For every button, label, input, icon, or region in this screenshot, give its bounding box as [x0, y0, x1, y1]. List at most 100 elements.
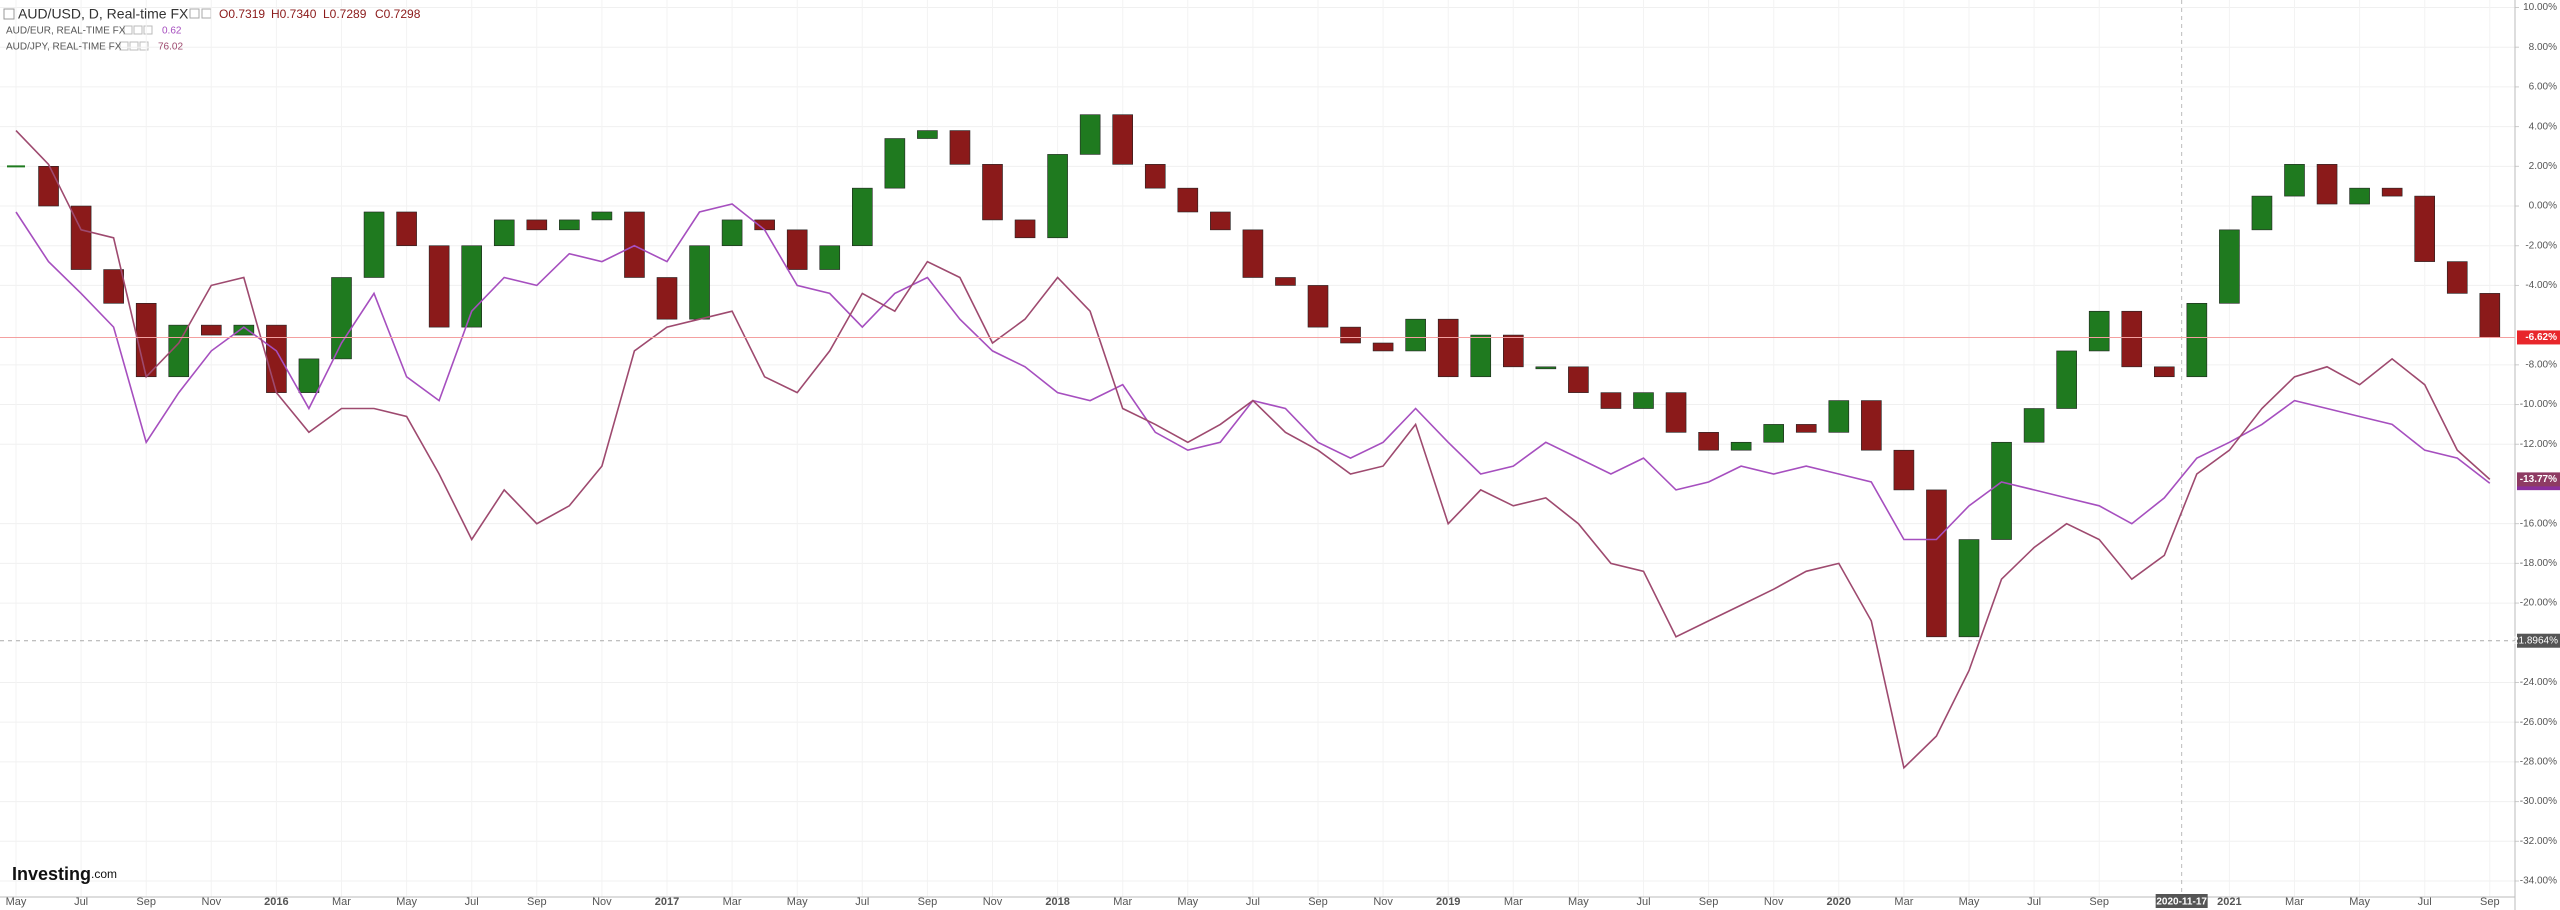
candle — [2088, 310, 2110, 352]
candle — [1112, 114, 1133, 165]
candle — [2316, 164, 2338, 205]
settings-icon[interactable] — [189, 8, 200, 19]
x-tick-label: Nov — [983, 896, 1003, 908]
x-tick-label: Mar — [1504, 896, 1523, 908]
candle — [1177, 187, 1199, 213]
candle — [1242, 229, 1264, 278]
candle — [2219, 229, 2240, 304]
candle — [2381, 187, 2403, 197]
candle — [1437, 318, 1459, 378]
candle — [1079, 114, 1101, 155]
ohlc-value: H0.7340 — [271, 7, 317, 21]
candle — [461, 245, 483, 328]
x-tick-label: Mar — [2285, 896, 2304, 908]
x-tick-label: 2021 — [2217, 896, 2241, 908]
candle — [2479, 293, 2501, 338]
eye-icon[interactable] — [119, 41, 129, 51]
candle — [38, 166, 59, 207]
x-tick-label: Mar — [1113, 896, 1132, 908]
candle — [526, 219, 548, 231]
y-tick-label: 4.00% — [2529, 121, 2557, 132]
candle — [1340, 326, 1361, 344]
candle — [1405, 318, 1426, 352]
x-tick-label: 2018 — [1045, 896, 1069, 908]
candle — [266, 324, 287, 393]
crosshair-y-label: -21.8964% — [2510, 635, 2558, 646]
y-tick-label: 10.00% — [2523, 2, 2557, 13]
candle — [1210, 211, 1231, 231]
x-tick-label: 2016 — [264, 896, 288, 908]
candle — [1698, 432, 1719, 451]
settings-icon[interactable] — [133, 25, 143, 35]
candle — [1535, 366, 1557, 370]
candle — [298, 358, 320, 393]
candle — [851, 187, 873, 247]
candle — [2349, 187, 2370, 205]
y-tick-label: -2.00% — [2525, 240, 2557, 251]
y-tick-label: -30.00% — [2520, 796, 2557, 807]
y-tick-label: -10.00% — [2520, 399, 2557, 410]
candle — [2251, 195, 2273, 231]
close-icon[interactable] — [143, 25, 153, 35]
y-tick-label: 8.00% — [2529, 42, 2557, 53]
price-label-box — [2517, 472, 2560, 487]
candle — [917, 130, 938, 139]
candle — [2414, 195, 2435, 262]
candle — [1144, 164, 1166, 189]
x-tick-label: Nov — [1373, 896, 1393, 908]
candle — [1568, 366, 1589, 393]
candle — [1470, 334, 1492, 378]
y-tick-label: -26.00% — [2520, 717, 2557, 728]
candle — [2186, 302, 2208, 378]
candle — [103, 269, 124, 304]
candle — [168, 324, 190, 378]
x-tick-label: Jul — [1246, 896, 1260, 908]
logo-suffix: .com — [91, 867, 117, 881]
x-tick-label: Sep — [1699, 896, 1719, 908]
candle — [656, 277, 678, 320]
settings-icon[interactable] — [129, 41, 139, 51]
candle — [201, 324, 222, 336]
y-tick-label: -8.00% — [2525, 359, 2557, 370]
candle — [624, 211, 645, 278]
y-tick-label: -32.00% — [2520, 836, 2557, 847]
logo-name: Investing — [12, 864, 91, 884]
price-label: -13.77% — [2520, 474, 2557, 485]
candle — [1893, 449, 1915, 491]
x-tick-label: Mar — [1894, 896, 1913, 908]
candle — [1795, 424, 1817, 433]
x-tick-label: May — [787, 896, 808, 908]
candle — [2284, 164, 2305, 197]
candle — [1047, 154, 1068, 239]
candle — [428, 245, 450, 328]
candle — [949, 130, 971, 165]
candle — [1991, 441, 2012, 540]
candle — [2056, 350, 2077, 409]
y-tick-label: -24.00% — [2520, 677, 2557, 688]
y-tick-label: -16.00% — [2520, 518, 2557, 529]
candle — [2023, 408, 2045, 443]
candle — [559, 219, 580, 231]
candle — [591, 211, 613, 221]
legend-entry: AUD/EUR, REAL-TIME FX — [6, 26, 126, 37]
legend-title: AUD/USD, D, Real-time FX — [18, 6, 189, 22]
crosshair-x-label: 2020-11-17 — [2156, 897, 2207, 908]
eye-icon[interactable] — [123, 25, 133, 35]
x-tick-label: May — [396, 896, 417, 908]
candle — [70, 205, 92, 270]
y-tick-label: 2.00% — [2529, 161, 2557, 172]
candle — [1665, 392, 1687, 433]
ohlc-value: C0.7298 — [375, 7, 421, 21]
x-tick-label: May — [6, 896, 27, 908]
x-tick-label: Jul — [2027, 896, 2041, 908]
x-tick-label: May — [2349, 896, 2370, 908]
y-tick-label: -4.00% — [2525, 280, 2557, 291]
close-icon[interactable] — [139, 41, 149, 51]
legend-value: 0.62 — [162, 26, 182, 37]
candle — [1275, 277, 1296, 286]
x-tick-label: Sep — [1308, 896, 1328, 908]
candle — [135, 302, 157, 378]
x-tick-label: May — [1177, 896, 1198, 908]
